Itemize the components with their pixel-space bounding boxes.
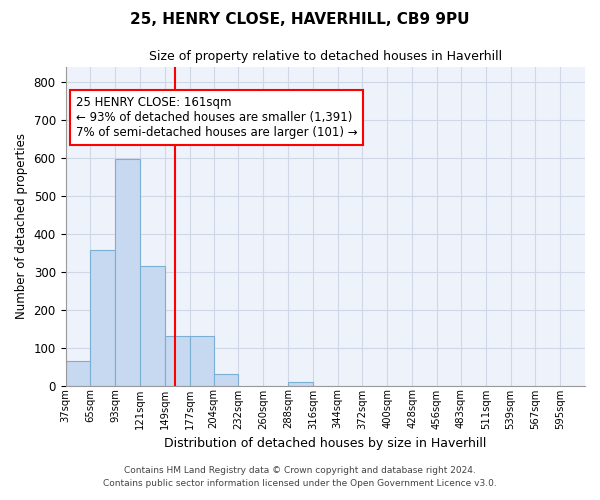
Bar: [140, 266, 165, 386]
Text: 25 HENRY CLOSE: 161sqm
← 93% of detached houses are smaller (1,391)
7% of semi-d: 25 HENRY CLOSE: 161sqm ← 93% of detached…: [76, 96, 358, 138]
Bar: [288, 382, 313, 386]
Bar: [115, 160, 140, 386]
Bar: [91, 250, 115, 386]
Title: Size of property relative to detached houses in Haverhill: Size of property relative to detached ho…: [149, 50, 502, 63]
Bar: [190, 336, 214, 386]
Bar: [214, 374, 238, 386]
Text: 25, HENRY CLOSE, HAVERHILL, CB9 9PU: 25, HENRY CLOSE, HAVERHILL, CB9 9PU: [130, 12, 470, 28]
Text: Contains HM Land Registry data © Crown copyright and database right 2024.
Contai: Contains HM Land Registry data © Crown c…: [103, 466, 497, 487]
X-axis label: Distribution of detached houses by size in Haverhill: Distribution of detached houses by size …: [164, 437, 487, 450]
Bar: [165, 336, 190, 386]
Bar: [65, 361, 91, 386]
Y-axis label: Number of detached properties: Number of detached properties: [15, 133, 28, 319]
